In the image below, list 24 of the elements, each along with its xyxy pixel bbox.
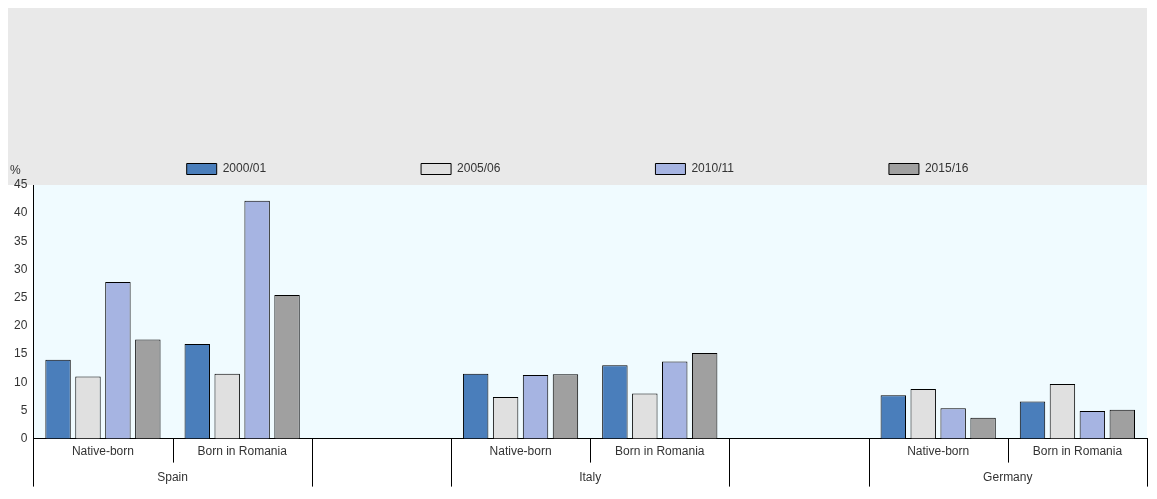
x-tick-label: Native-born — [907, 444, 970, 459]
legend-label: 2015/16 — [924, 161, 969, 176]
x-tick-label: Born in Romania — [197, 444, 288, 459]
y-tick-label: 40 — [13, 205, 28, 220]
y-tick-label: 30 — [13, 261, 28, 276]
x-tick-label: Native-born — [489, 444, 552, 459]
y-axis-title: % — [10, 163, 21, 178]
y-tick-label: 0 — [20, 430, 28, 445]
y-tick-label: 45 — [13, 177, 28, 192]
legend-label: 2010/11 — [691, 161, 735, 176]
legend-label: 2000/01 — [222, 161, 267, 176]
y-tick-label: 20 — [13, 318, 28, 333]
text: Spain — [157, 469, 188, 484]
x-tick-label: Born in Romania — [615, 444, 705, 459]
x-tick-label: Born in Romania — [1032, 444, 1123, 459]
x-tick-label: Native-born — [71, 444, 134, 459]
y-tick-label: 25 — [13, 290, 28, 305]
legend-label: 2005/06 — [457, 161, 501, 176]
y-tick-label: 15 — [13, 346, 28, 361]
y-tick-label: 35 — [13, 233, 28, 248]
text: Italy — [579, 469, 602, 484]
y-tick-label: 5 — [20, 402, 28, 417]
text: Germany — [983, 469, 1033, 484]
y-tick-label: 10 — [13, 374, 28, 389]
